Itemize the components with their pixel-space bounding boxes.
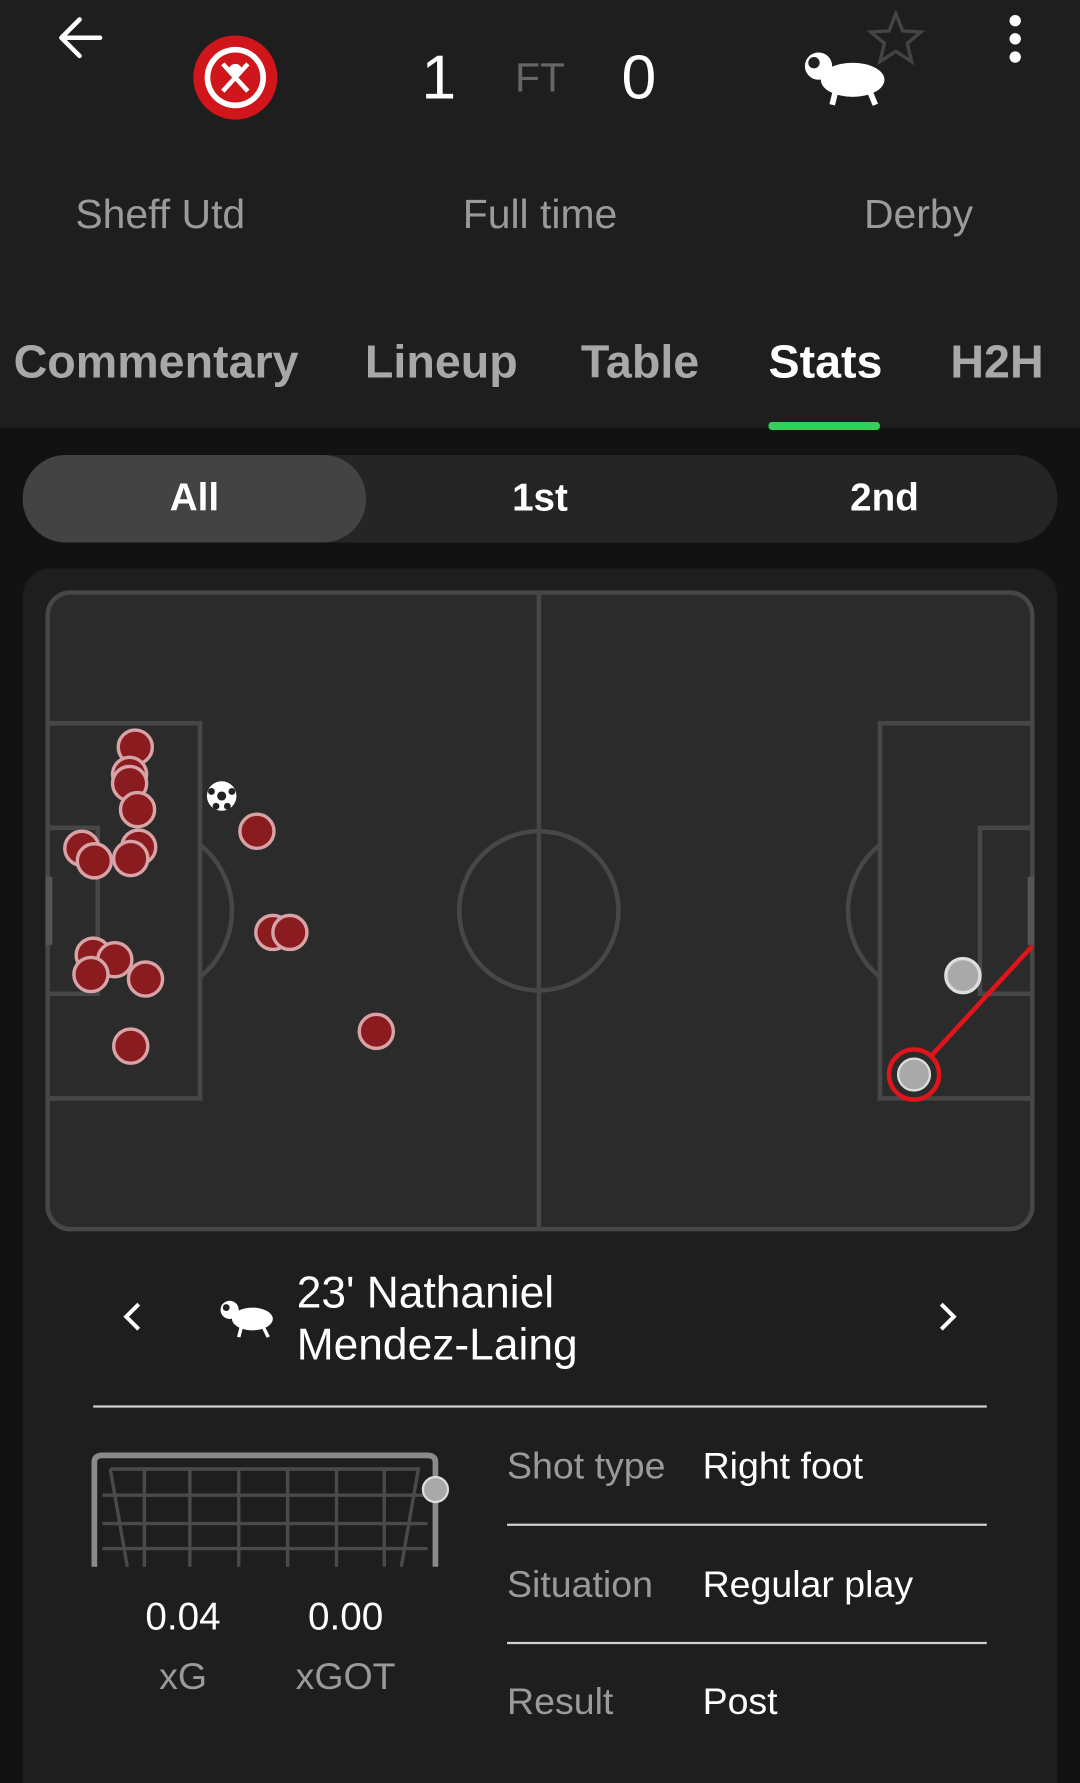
team-icon <box>220 1300 273 1338</box>
header-bg <box>0 0 1080 428</box>
period-option[interactable]: All <box>170 477 219 520</box>
tab[interactable]: Lineup <box>365 336 518 388</box>
favorite-star[interactable] <box>866 9 926 66</box>
detail-label: Situation <box>507 1563 653 1605</box>
goal-frame <box>91 1452 439 1568</box>
shot[interactable] <box>75 842 114 880</box>
away-team: Derby <box>864 191 974 237</box>
shot[interactable] <box>126 960 165 998</box>
shot-title: Mendez-Laing <box>297 1321 578 1370</box>
next-shot[interactable] <box>939 1302 957 1331</box>
shot[interactable] <box>118 790 157 829</box>
match-status: Full time <box>463 191 618 237</box>
shot[interactable] <box>111 1027 150 1065</box>
previous-shot[interactable] <box>123 1302 141 1331</box>
shot-selected[interactable] <box>896 1057 932 1092</box>
xg-label: xG <box>159 1655 207 1697</box>
shot[interactable] <box>271 913 309 952</box>
xgot-value: 0.00 <box>308 1595 383 1638</box>
detail-label: Result <box>507 1680 614 1722</box>
shot-trajectory <box>912 944 1034 1077</box>
goal-ball[interactable] <box>206 781 237 811</box>
shot[interactable] <box>238 812 276 851</box>
tab[interactable]: H2H <box>950 336 1043 388</box>
more-menu[interactable] <box>1009 14 1021 63</box>
period-option[interactable]: 2nd <box>850 477 919 520</box>
detail-value: Right foot <box>703 1445 864 1487</box>
detail-value: Regular play <box>703 1563 914 1605</box>
tab[interactable]: Table <box>581 336 699 388</box>
back-button[interactable] <box>59 17 103 59</box>
goal-shot-position <box>421 1475 450 1504</box>
shot[interactable] <box>944 956 982 995</box>
tab[interactable]: Commentary <box>14 336 299 388</box>
status-short: FT <box>515 55 565 101</box>
home-score: 1 <box>421 43 456 113</box>
xg-value: 0.04 <box>145 1595 220 1638</box>
tab-indicator <box>768 421 880 430</box>
pitch <box>45 590 1035 1232</box>
home-team: Sheff Utd <box>75 191 245 237</box>
away-score: 0 <box>622 43 657 113</box>
home-badge[interactable] <box>193 35 278 120</box>
detail-value: Post <box>703 1680 779 1722</box>
shot-map <box>63 728 1034 1102</box>
detail-label: Shot type <box>507 1445 665 1487</box>
shot[interactable] <box>72 955 110 994</box>
xgot-label: xGOT <box>296 1655 396 1697</box>
period-selected <box>22 454 367 543</box>
period-option[interactable]: 1st <box>512 477 568 520</box>
tab-active[interactable]: Stats <box>769 336 883 388</box>
shot[interactable] <box>357 1012 396 1051</box>
away-badge[interactable] <box>804 52 885 106</box>
shot-title: 23' Nathaniel <box>297 1268 554 1317</box>
shot[interactable] <box>111 839 150 878</box>
